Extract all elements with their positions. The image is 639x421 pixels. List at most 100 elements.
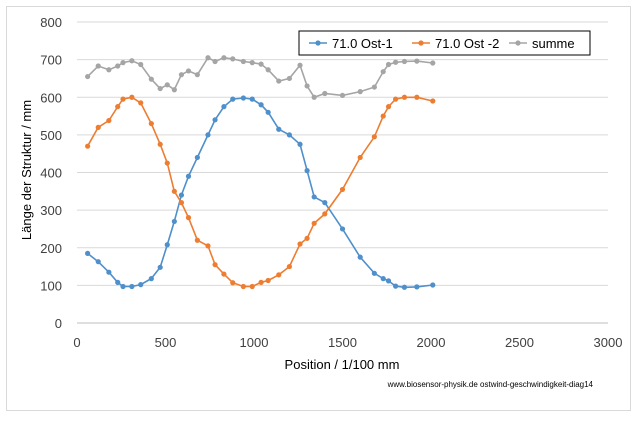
data-point bbox=[85, 250, 91, 256]
data-point bbox=[249, 283, 255, 290]
data-point bbox=[148, 120, 154, 127]
data-point bbox=[138, 100, 144, 106]
data-point bbox=[221, 104, 227, 110]
data-point bbox=[178, 192, 185, 198]
data-point bbox=[120, 60, 126, 66]
data-point bbox=[129, 94, 135, 100]
data-point bbox=[115, 279, 121, 285]
data-point bbox=[357, 89, 363, 95]
series-3 bbox=[85, 55, 436, 100]
data-point bbox=[430, 60, 436, 66]
data-point bbox=[371, 270, 377, 276]
data-point bbox=[106, 67, 112, 73]
data-point bbox=[297, 241, 303, 247]
footnote: www.biosensor-physik.de ostwind-geschwin… bbox=[387, 380, 594, 389]
data-point bbox=[401, 94, 408, 100]
data-point bbox=[430, 282, 436, 288]
data-point bbox=[157, 264, 163, 270]
data-point bbox=[85, 73, 91, 80]
y-tick-label: 700 bbox=[40, 53, 62, 68]
data-point bbox=[430, 98, 436, 104]
data-point bbox=[230, 280, 236, 286]
data-point bbox=[371, 134, 377, 140]
x-tick-label: 1000 bbox=[240, 335, 269, 350]
data-point bbox=[171, 87, 177, 93]
data-point bbox=[164, 242, 170, 248]
data-point bbox=[157, 85, 163, 92]
data-point bbox=[311, 220, 317, 226]
data-point bbox=[205, 55, 211, 61]
series-2 bbox=[85, 94, 436, 290]
legend-label: summe bbox=[532, 36, 575, 51]
data-point bbox=[357, 254, 363, 260]
y-axis-title: Länge der Struktur / mm bbox=[19, 100, 34, 240]
data-point bbox=[85, 143, 91, 149]
data-point bbox=[393, 96, 399, 102]
data-point bbox=[129, 283, 135, 290]
y-axis-ticks: 0 100 200 300 400 500 600 700 800 bbox=[40, 15, 62, 331]
data-point bbox=[393, 283, 399, 289]
data-point bbox=[311, 194, 317, 200]
series-line bbox=[87, 97, 433, 289]
data-point bbox=[380, 69, 386, 75]
data-point bbox=[265, 277, 271, 284]
data-point bbox=[249, 96, 255, 102]
data-point bbox=[339, 186, 346, 193]
data-point bbox=[120, 283, 126, 290]
data-point bbox=[385, 104, 392, 110]
data-point bbox=[230, 56, 236, 62]
data-point bbox=[164, 82, 170, 88]
data-point bbox=[249, 60, 255, 66]
data-point bbox=[106, 269, 112, 275]
y-tick-label: 300 bbox=[40, 203, 62, 218]
data-point bbox=[286, 132, 292, 138]
data-point bbox=[304, 83, 310, 89]
data-point bbox=[115, 104, 121, 110]
series-1 bbox=[85, 95, 436, 290]
data-point bbox=[385, 61, 392, 68]
data-point bbox=[401, 58, 408, 65]
data-point bbox=[148, 276, 154, 282]
y-tick-label: 200 bbox=[40, 241, 62, 256]
legend-label: 71.0 Ost -2 bbox=[435, 36, 499, 51]
data-point bbox=[414, 284, 420, 290]
data-point bbox=[322, 200, 328, 206]
data-point bbox=[276, 126, 282, 132]
data-point bbox=[185, 215, 192, 221]
data-point bbox=[129, 58, 135, 64]
data-point bbox=[276, 272, 282, 278]
data-point bbox=[221, 271, 227, 277]
y-tick-label: 400 bbox=[40, 166, 62, 181]
legend-marker bbox=[515, 40, 521, 46]
data-point bbox=[393, 59, 399, 65]
x-tick-label: 3000 bbox=[594, 335, 623, 350]
data-point bbox=[286, 75, 292, 82]
data-point bbox=[205, 243, 211, 249]
data-point bbox=[221, 55, 227, 61]
data-point bbox=[205, 132, 211, 138]
legend: 71.0 Ost-1 71.0 Ost -2 summe bbox=[298, 30, 591, 56]
x-tick-label: 2500 bbox=[505, 335, 534, 350]
chart-frame bbox=[6, 6, 631, 411]
data-point bbox=[240, 95, 246, 101]
data-point bbox=[286, 263, 292, 270]
data-point bbox=[265, 109, 271, 115]
y-tick-label: 100 bbox=[40, 278, 62, 293]
data-point bbox=[95, 259, 101, 265]
y-tick-label: 800 bbox=[40, 15, 62, 30]
data-point bbox=[414, 94, 420, 100]
legend-marker bbox=[418, 40, 424, 46]
data-point bbox=[265, 67, 271, 73]
data-point bbox=[311, 94, 317, 100]
data-point bbox=[115, 63, 121, 69]
data-point bbox=[194, 72, 200, 78]
x-axis-title: Position / 1/100 mm bbox=[285, 357, 400, 372]
data-point bbox=[212, 262, 218, 268]
y-tick-label: 0 bbox=[55, 316, 62, 331]
x-axis-ticks: 0 500 1000 1500 2000 2500 3000 bbox=[73, 335, 622, 350]
data-point bbox=[185, 68, 192, 74]
data-point bbox=[138, 61, 144, 68]
data-point bbox=[339, 92, 346, 98]
data-point bbox=[194, 154, 200, 161]
data-point bbox=[148, 76, 154, 82]
